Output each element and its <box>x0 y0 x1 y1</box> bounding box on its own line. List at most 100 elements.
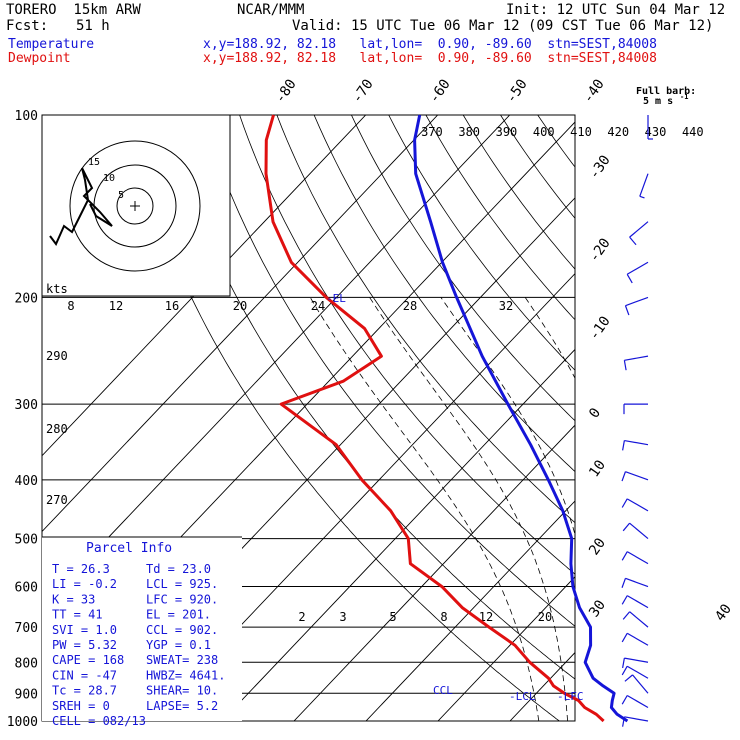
model-source: NCAR/MMM <box>237 2 304 18</box>
mixing-ratio-label: 32 <box>499 299 513 313</box>
moist-adiabat-line <box>683 297 717 721</box>
wind-barb-800 <box>622 657 649 669</box>
moist-adiabat-line <box>369 297 568 721</box>
parcel-info-cell: K = 33 <box>52 592 95 606</box>
isotherm-label-right: -10 <box>586 313 614 343</box>
ccl-level-label: CCL <box>433 684 453 697</box>
isotherm-line <box>726 115 740 721</box>
dry-adiabat-line <box>276 115 575 524</box>
dry-adiabat-line <box>127 115 560 721</box>
parcel-info-cell: Td = 23.0 <box>146 562 211 576</box>
parcel-info-cell: SHEAR= 10. <box>146 684 218 698</box>
wind-barb-200 <box>624 296 649 316</box>
isotherm-label-right: 30 <box>586 597 609 620</box>
pressure-label-400: 400 <box>15 474 38 489</box>
mixing-ratio-label: 12 <box>109 299 123 313</box>
isotherm-line <box>42 115 439 533</box>
parcel-info-cell: Tc = 28.7 <box>52 684 117 698</box>
mixing-ratio-label: 8 <box>67 299 74 313</box>
theta-label: 380 <box>458 125 480 139</box>
wind-barb-900 <box>624 674 649 694</box>
parcel-info-cell: SVI = 1.0 <box>52 623 117 637</box>
el-level-label: -EL <box>326 292 346 305</box>
wind-barb-100 <box>647 115 653 140</box>
moist-adiabat-line <box>524 297 575 379</box>
temperature-location: x,y=188.92, 82.18 lat,lon= 0.90, -89.60 … <box>203 37 657 52</box>
wind-barb-1000 <box>622 716 649 727</box>
hodograph-ring-15 <box>69 140 201 272</box>
parcel-info-cell: HWBZ= 4641. <box>146 668 225 682</box>
forecast-hour: 51 h <box>76 18 110 34</box>
pressure-label-900: 900 <box>15 687 38 702</box>
pressure-label-300: 300 <box>15 398 38 413</box>
mixing-ratio-label: 24 <box>311 299 325 313</box>
isotherm-line <box>221 348 575 721</box>
parcel-info-cell: LCL = 925. <box>146 577 218 591</box>
temperature-profile <box>413 114 629 723</box>
lcl-level-label: -LCL <box>509 690 536 703</box>
theta-label: 440 <box>682 125 704 139</box>
wind-barb-400 <box>621 471 649 482</box>
dewpoint-profile <box>264 114 605 723</box>
isotherm-line <box>42 115 511 608</box>
moist-adiabat-line <box>440 297 575 536</box>
parcel-info-cell: CAPE = 168 <box>52 653 124 667</box>
mixing-ratio-label: 3 <box>339 610 346 624</box>
dry-adiabat-line <box>462 115 575 270</box>
wind-barbs <box>621 115 653 727</box>
parcel-info-cell: SWEAT= 238 <box>146 653 218 667</box>
theta-label: 430 <box>645 125 667 139</box>
parcel-info-panel: Parcel Info T = 26.3 Td = 23.0 LI = -0.2 LC… <box>42 536 242 728</box>
barb-legend-line2: 5 m s <box>643 96 673 107</box>
theta-left-label: 270 <box>46 493 68 507</box>
dry-adiabat-line <box>239 115 575 575</box>
wind-barb-125 <box>639 173 649 199</box>
wind-barb-700 <box>622 611 649 628</box>
mixing-ratio-label: 20 <box>538 610 552 624</box>
dry-adiabat-line <box>313 115 575 473</box>
wind-barb-500 <box>622 522 649 540</box>
isotherm-label-right: 40 <box>712 601 735 624</box>
isotherm-label-top: -40 <box>580 76 608 106</box>
parcel-info-cell: T = 26.3 <box>52 562 110 576</box>
lfc-level-label: -LFC <box>557 690 584 703</box>
parcel-info-cell: TT = 41 <box>52 608 103 622</box>
hodograph-ring-label-15: 15 <box>88 157 100 168</box>
parcel-info-cell: CCL = 902. <box>146 623 218 637</box>
isotherm-line <box>42 115 367 457</box>
isotherm-line <box>582 115 740 721</box>
isotherm-line <box>293 424 575 721</box>
isotherm-label-right: 0 <box>586 405 604 421</box>
wind-barb-750 <box>621 632 649 646</box>
mixing-ratio-label: 2 <box>298 610 305 624</box>
isotherm-line <box>437 576 575 721</box>
isotherm-label-top: -70 <box>349 76 377 106</box>
dewpoint-legend-label: Dewpoint <box>8 51 71 66</box>
dry-adiabat-line <box>650 115 740 721</box>
moist-adiabat-line <box>309 297 540 721</box>
mixing-ratio-label: 8 <box>440 610 447 624</box>
hodograph-trace <box>49 167 113 246</box>
parcel-info-cell: CIN = -47 <box>52 668 117 682</box>
wind-barb-150 <box>629 221 649 246</box>
valid-time: Valid: 15 UTC Tue 06 Mar 12 (09 CST Tue … <box>292 18 713 34</box>
dry-adiabat-line <box>201 115 575 627</box>
parcel-info-cell: SREH = 0 <box>52 699 110 713</box>
theta-label: 420 <box>607 125 629 139</box>
pressure-label-1000: 1000 <box>7 715 38 730</box>
wind-barb-250 <box>623 355 649 371</box>
dry-adiabat-line <box>500 115 575 219</box>
dry-adiabat-line <box>388 115 575 371</box>
model-name: TORERO 15km ARW <box>6 2 141 18</box>
dry-adiabat-line <box>164 115 575 680</box>
dry-adiabat-line <box>425 115 575 321</box>
wind-barb-350 <box>622 439 649 451</box>
pressure-label-600: 600 <box>15 581 38 596</box>
parcel-info-title: Parcel Info <box>86 541 172 556</box>
wind-barb-175 <box>626 261 649 284</box>
isotherm-label-top: -60 <box>426 76 454 106</box>
pressure-label-200: 200 <box>15 291 38 306</box>
temperature-legend-label: Temperature <box>8 37 94 52</box>
isotherm-label-right: 20 <box>586 535 609 558</box>
